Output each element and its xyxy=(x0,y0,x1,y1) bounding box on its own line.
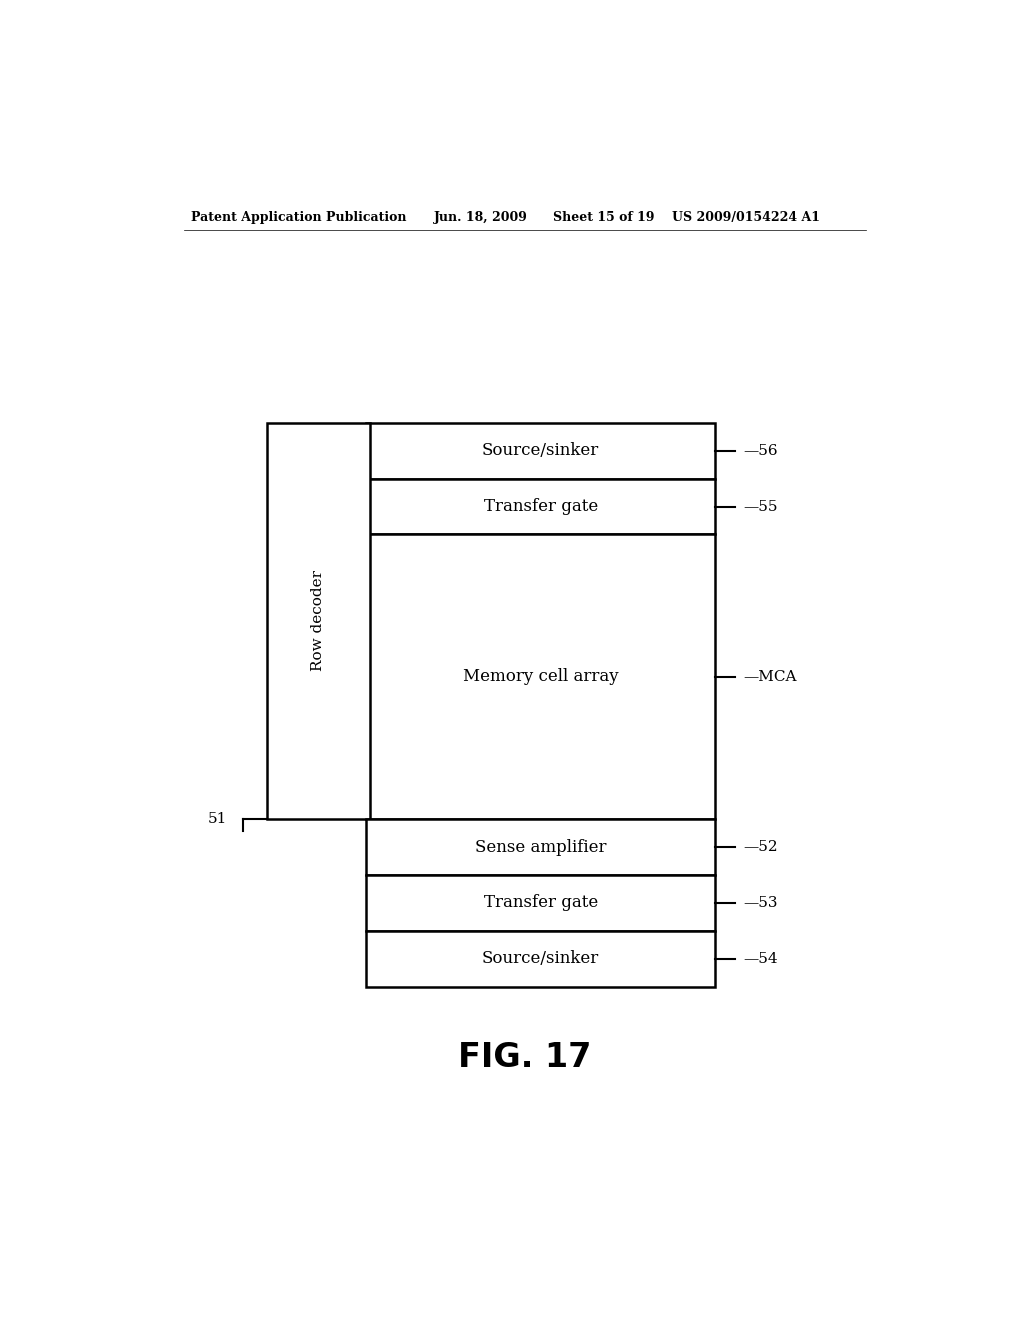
Text: Sense amplifier: Sense amplifier xyxy=(475,838,606,855)
Text: —52: —52 xyxy=(743,840,777,854)
Text: —53: —53 xyxy=(743,896,777,909)
Text: —55: —55 xyxy=(743,499,777,513)
Bar xyxy=(367,818,715,875)
Text: Jun. 18, 2009: Jun. 18, 2009 xyxy=(433,211,527,224)
Text: Row decoder: Row decoder xyxy=(311,570,326,672)
Text: —54: —54 xyxy=(743,952,777,966)
Text: Memory cell array: Memory cell array xyxy=(463,668,618,685)
Text: Source/sinker: Source/sinker xyxy=(482,442,599,459)
Bar xyxy=(367,422,715,479)
Bar xyxy=(367,535,715,818)
Text: FIG. 17: FIG. 17 xyxy=(458,1041,592,1074)
Text: —MCA: —MCA xyxy=(743,669,797,684)
Text: Transfer gate: Transfer gate xyxy=(483,498,598,515)
Bar xyxy=(367,479,715,535)
Bar xyxy=(367,931,715,987)
Bar xyxy=(367,875,715,931)
Text: —56: —56 xyxy=(743,444,777,458)
Text: Patent Application Publication: Patent Application Publication xyxy=(191,211,407,224)
Text: Source/sinker: Source/sinker xyxy=(482,950,599,968)
Text: US 2009/0154224 A1: US 2009/0154224 A1 xyxy=(672,211,819,224)
Text: Transfer gate: Transfer gate xyxy=(483,895,598,911)
Text: Sheet 15 of 19: Sheet 15 of 19 xyxy=(553,211,654,224)
Text: 51: 51 xyxy=(207,812,226,826)
Bar xyxy=(267,422,370,818)
